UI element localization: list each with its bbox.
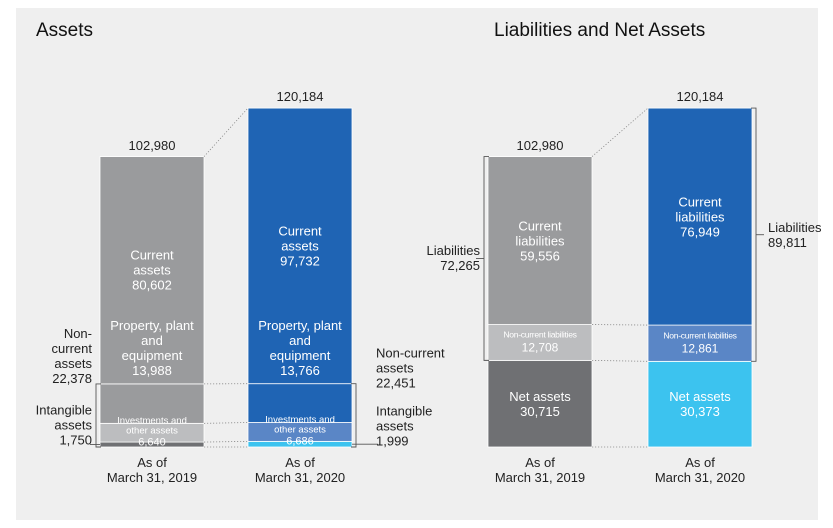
segment-label: Property, plant and equipment 13,766 <box>248 318 352 378</box>
annotation-value: 1,999 <box>376 433 409 449</box>
segment-value: 97,732 <box>280 253 320 269</box>
segment-value: 13,988 <box>132 362 172 378</box>
segment-value: 30,373 <box>680 404 720 420</box>
annotation-value: 1,750 <box>59 432 92 448</box>
bar-segment <box>487 156 593 325</box>
segment-value: 13,766 <box>280 362 320 378</box>
segment-label: Non-current liabilities 12,861 <box>648 331 752 356</box>
segment-label: Current assets 97,732 <box>248 223 352 268</box>
category-label: As of March 31, 2020 <box>654 455 746 485</box>
annotation: Liabilities 72,265 <box>400 243 480 273</box>
chart-title: Assets <box>36 20 94 41</box>
annotation-name: Liabilities <box>426 243 480 259</box>
bar-segment <box>99 383 205 424</box>
category-label: As of March 31, 2019 <box>494 455 586 485</box>
segment-value: 30,715 <box>520 403 560 419</box>
segment-label: Property, plant and equipment 13,988 <box>100 318 204 378</box>
annotation-name: Intangible assets <box>376 403 433 434</box>
segment-label: Current liabilities 76,949 <box>648 194 752 239</box>
segment-name: Current assets <box>278 223 322 254</box>
annotation-value: 22,451 <box>376 375 416 391</box>
total-label: 102,980 <box>128 137 176 153</box>
annotation-name: Liabilities <box>768 219 822 235</box>
segment-name: Investments and other assets <box>117 415 187 437</box>
total-label: 102,980 <box>516 137 564 153</box>
annotation-value: 89,811 <box>768 234 807 250</box>
segment-label: Non-current liabilities 12,708 <box>488 330 592 355</box>
segment-name: Current liabilities <box>675 194 725 225</box>
segment-name: Non-current liabilities <box>503 329 577 340</box>
segment-label: Investments and other assets 6,640 <box>100 416 204 449</box>
segment-name: Current liabilities <box>515 218 565 249</box>
segment-label: Net assets 30,715 <box>488 389 592 419</box>
segment-name: Net assets <box>669 389 731 405</box>
bracket <box>95 383 101 448</box>
total-label: 120,184 <box>676 89 724 105</box>
annotation: Intangible assets 1,750 <box>17 403 92 448</box>
bar-segment <box>487 359 593 448</box>
segment-value: 6,686 <box>286 435 314 448</box>
category-label: As of March 31, 2019 <box>106 455 198 485</box>
segment-name: Current assets <box>130 247 174 278</box>
segment-label: Investments and other assets 6,686 <box>248 415 352 448</box>
segment-name: Net assets <box>509 388 571 404</box>
annotation-value: 72,265 <box>440 258 480 274</box>
segment-value: 6,640 <box>138 436 166 449</box>
bar-segment <box>247 107 353 385</box>
segment-value: 80,602 <box>132 277 172 293</box>
annotation: Non-current assets 22,378 <box>42 326 92 386</box>
annotation-name: Non-current assets <box>51 326 92 371</box>
segment-name: Property, plant and equipment <box>110 317 194 363</box>
segment-value: 12,861 <box>681 341 719 356</box>
category-label: As of March 31, 2020 <box>254 455 346 485</box>
segment-value: 59,556 <box>520 248 560 264</box>
segment-value: 12,708 <box>521 340 559 355</box>
segment-name: Property, plant and equipment <box>258 317 342 363</box>
segment-label: Net assets 30,373 <box>648 389 752 419</box>
connector <box>203 422 249 424</box>
annotation-name: Intangible assets <box>35 402 92 433</box>
segment-name: Non-current liabilities <box>663 330 737 341</box>
connector <box>591 324 649 326</box>
annotation: Intangible assets 1,999 <box>376 404 456 449</box>
chart-title: Liabilities and Net Assets <box>494 20 706 41</box>
total-label: 120,184 <box>276 89 324 105</box>
connector <box>591 107 649 157</box>
bar-segment <box>647 360 753 448</box>
connector <box>203 440 249 443</box>
connector <box>591 359 649 362</box>
annotation-name: Non-current assets <box>376 345 445 376</box>
bar-segment <box>647 324 753 362</box>
bar-segment <box>247 383 353 423</box>
segment-label: Current assets 80,602 <box>100 248 204 293</box>
segment-name: Investments and other assets <box>265 414 335 436</box>
segment-label: Current liabilities 59,556 <box>488 218 592 263</box>
connector <box>203 107 249 157</box>
bar-segment <box>99 156 205 385</box>
annotation-value: 22,378 <box>52 371 92 386</box>
bracket <box>351 383 357 448</box>
annotation: Liabilities 89,811 <box>768 220 833 250</box>
annotation: Non-current assets 22,451 <box>376 346 468 391</box>
bar-segment <box>647 107 753 326</box>
segment-value: 76,949 <box>680 224 720 240</box>
